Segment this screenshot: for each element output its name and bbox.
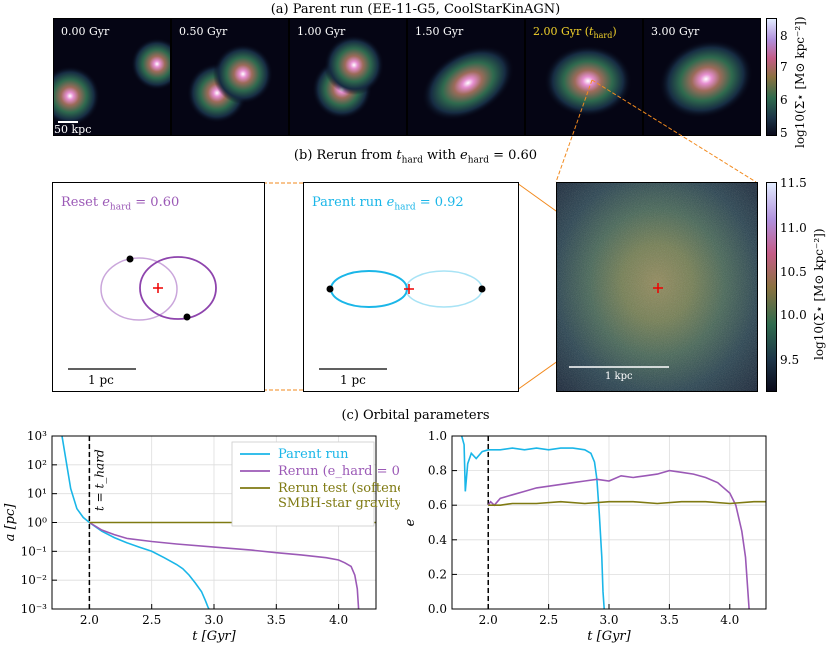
orbit-reset-title: Reset ehard = 0.60 bbox=[61, 195, 180, 213]
x-axis-label: t [Gyr] bbox=[587, 629, 631, 644]
orbit-parent-title: Parent run ehard = 0.92 bbox=[312, 195, 464, 213]
series-line bbox=[88, 521, 360, 609]
colorbar-a-tick: 6 bbox=[780, 93, 788, 107]
x-tick-label: 4.0 bbox=[720, 613, 739, 627]
colorbar-a bbox=[766, 18, 777, 136]
y-tick-label: 0.6 bbox=[428, 498, 447, 512]
zoom-noise bbox=[557, 183, 757, 391]
colorbar-b-tick: 10.0 bbox=[780, 308, 807, 322]
series-line bbox=[460, 436, 605, 609]
panel-b-title: (b) Rerun from thard with ehard = 0.60 bbox=[293, 148, 538, 166]
legend-label: Parent run bbox=[278, 447, 349, 462]
y-axis-label: a [pc] bbox=[3, 503, 18, 542]
y-tick-label: 0.4 bbox=[428, 533, 447, 547]
series-line bbox=[488, 500, 766, 506]
colorbar-b-tick: 10.5 bbox=[780, 265, 807, 279]
orbit-reset-ellipse bbox=[139, 256, 217, 320]
y-tick-label: 10³ bbox=[27, 429, 47, 443]
smbh-dot bbox=[326, 285, 334, 293]
colorbar-a-tick: 8 bbox=[780, 29, 788, 43]
y-tick-label: 10¹ bbox=[27, 487, 47, 501]
axes-frame bbox=[51, 435, 377, 610]
legend-label: Rerun (e_hard = 0.60) bbox=[278, 464, 400, 479]
y-tick-label: 10⁰ bbox=[27, 516, 47, 530]
chart-semimajor-axis: 2.0 2.5 3.0 3.5 4.0 10³ 10² 10¹ 10⁰ 10⁻¹ 10⁻² 10⁻³ t… bbox=[3, 429, 400, 644]
snapshot-0: 0.00 Gyr 50 kpc bbox=[53, 18, 171, 136]
snapshot-3-image bbox=[421, 45, 515, 121]
y-tick-label: 1.0 bbox=[428, 429, 447, 443]
vline-label: t = t_hard bbox=[92, 449, 106, 511]
snapshot-time-4: 2.00 Gyr (thard) bbox=[533, 25, 617, 41]
snapshot-3: 1.50 Gyr bbox=[407, 18, 525, 136]
snapshot-0-image bbox=[54, 38, 170, 126]
series-line bbox=[61, 436, 210, 609]
snapshot-5: 3.00 Gyr bbox=[643, 18, 761, 136]
colorbar-a-tick: 7 bbox=[780, 60, 788, 74]
colorbar-b-tick: 11.0 bbox=[780, 221, 807, 235]
chart-eccentricity: 2.0 2.5 3.0 3.5 4.0 1.0 0.8 0.6 0.4 0.2 0.0 t [Gyr]… bbox=[403, 429, 767, 644]
x-tick-label: 3.0 bbox=[204, 613, 223, 627]
snapshot-time-5: 3.00 Gyr bbox=[651, 25, 700, 38]
y-tick-label: 10⁻³ bbox=[21, 602, 48, 616]
x-tick-label: 2.5 bbox=[142, 613, 161, 627]
orbit-panel-reset: Reset ehard = 0.60 1 pc bbox=[52, 182, 265, 392]
legend-box bbox=[231, 441, 375, 527]
series-line bbox=[487, 469, 750, 609]
y-tick-label: 10⁻² bbox=[21, 573, 48, 587]
orbit-panel-parent: Parent run ehard = 0.92 1 pc bbox=[303, 182, 519, 392]
orbit-reset-ellipse-faint bbox=[100, 257, 178, 321]
smbh-dot bbox=[478, 285, 486, 293]
snapshot-1-image bbox=[187, 44, 273, 123]
axes-frame bbox=[451, 435, 767, 610]
orbit-parent-scalebar-label: 1 pc bbox=[340, 373, 366, 387]
orbit-reset-scalebar-label: 1 pc bbox=[88, 373, 114, 387]
colorbar-b-tick: 9.5 bbox=[780, 353, 800, 367]
x-tick-label: 2.0 bbox=[479, 613, 498, 627]
y-tick-label: 10⁻¹ bbox=[21, 544, 47, 558]
snapshot-time-2: 1.00 Gyr bbox=[297, 25, 346, 38]
zoom-panel: 1 kpc bbox=[556, 182, 758, 392]
panel-c-title: (c) Orbital parameters bbox=[341, 408, 490, 423]
snapshot-2-image bbox=[312, 35, 384, 119]
legend-label: SMBH-star gravity) bbox=[278, 496, 400, 511]
snapshot-1: 0.50 Gyr bbox=[171, 18, 289, 136]
x-tick-label: 4.0 bbox=[329, 613, 348, 627]
x-tick-label: 3.5 bbox=[267, 613, 286, 627]
snapshot-5-image bbox=[659, 39, 753, 119]
snapshot-time-1: 0.50 Gyr bbox=[179, 25, 228, 38]
orbit-parent-plot bbox=[319, 270, 486, 370]
x-axis-label: t [Gyr] bbox=[192, 629, 236, 644]
y-tick-label: 10² bbox=[27, 458, 47, 472]
snapshot-time-0: 0.00 Gyr bbox=[61, 25, 110, 38]
smbh-dot bbox=[126, 255, 134, 263]
panel-a-title: (a) Parent run (EE-11-G5, CoolStarKinAGN… bbox=[270, 2, 561, 17]
x-tick-label: 2.0 bbox=[80, 613, 99, 627]
scalebar-50kpc bbox=[58, 121, 78, 123]
smbh-dot bbox=[183, 313, 191, 321]
x-tick-label: 2.5 bbox=[539, 613, 558, 627]
zoom-scalebar-label: 1 kpc bbox=[605, 371, 633, 382]
orbit-parent-ellipse bbox=[330, 270, 408, 308]
orbit-reset-plot bbox=[68, 255, 217, 370]
y-axis-label: e bbox=[403, 518, 418, 526]
colorbar-b-label: log10(Σ⋆ [M⊙ kpc⁻²]) bbox=[812, 228, 826, 360]
x-tick-label: 3.0 bbox=[599, 613, 618, 627]
scalebar-50kpc-label: 50 kpc bbox=[54, 123, 92, 136]
snapshot-4: 2.00 Gyr (thard) bbox=[525, 18, 643, 136]
snapshot-4-image bbox=[544, 45, 632, 117]
legend-label: Rerun test (softened bbox=[278, 481, 400, 496]
colorbar-b-tick: 11.5 bbox=[780, 176, 807, 190]
y-tick-label: 0.0 bbox=[428, 602, 447, 616]
colorbar-a-tick: 5 bbox=[780, 126, 788, 140]
snapshot-time-3: 1.50 Gyr bbox=[415, 25, 464, 38]
x-tick-label: 3.5 bbox=[660, 613, 679, 627]
snapshot-2: 1.00 Gyr bbox=[289, 18, 407, 136]
orbit-parent-ellipse-faint bbox=[405, 270, 483, 308]
y-tick-label: 0.8 bbox=[428, 464, 447, 478]
colorbar-b bbox=[766, 182, 777, 392]
y-tick-label: 0.2 bbox=[428, 567, 447, 581]
